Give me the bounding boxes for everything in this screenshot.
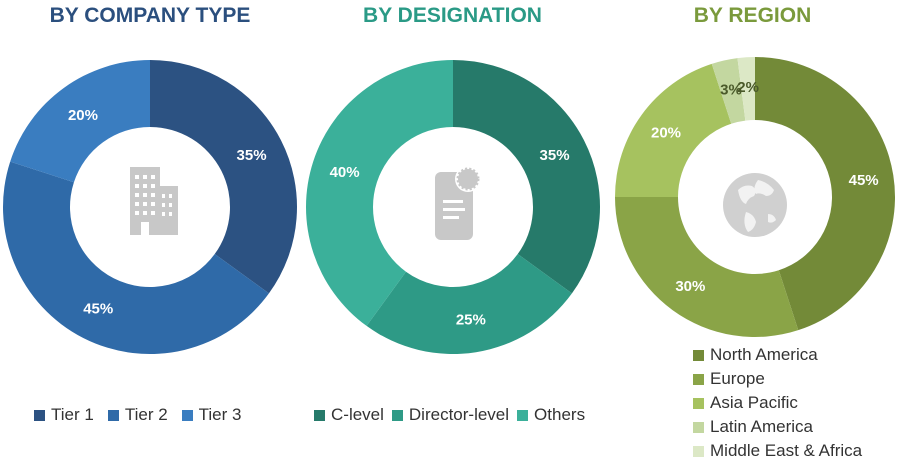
slice-middle-east-africa bbox=[737, 57, 755, 121]
data-label: 40% bbox=[330, 164, 360, 181]
legend-swatch bbox=[693, 349, 704, 361]
legend-label: Europe bbox=[710, 369, 765, 388]
pie-designation: 35% 25% 40% bbox=[306, 60, 600, 354]
slice-tier-3 bbox=[10, 60, 151, 183]
data-label: 20% bbox=[68, 107, 98, 124]
slice-europe bbox=[615, 197, 799, 337]
legend-item-tier-1: Tier 1 bbox=[34, 405, 94, 425]
legend-item-latin-america: Latin America bbox=[693, 416, 862, 438]
data-label: 45% bbox=[83, 301, 113, 318]
title-region: BY REGION bbox=[693, 4, 812, 27]
data-label: 45% bbox=[849, 172, 879, 189]
legend-label: Latin America bbox=[710, 417, 813, 436]
legend-label: Director-level bbox=[408, 405, 510, 424]
legend-item-c-level: C-level bbox=[314, 405, 384, 425]
slice-north-america bbox=[755, 57, 895, 331]
pie-company-type: 35% 45% 20% bbox=[3, 60, 297, 354]
legend-designation: C-level Director-level Others bbox=[314, 405, 585, 425]
data-label: 30% bbox=[675, 278, 705, 295]
slice-director-level bbox=[366, 254, 572, 354]
title-designation: BY DESIGNATION bbox=[363, 4, 542, 27]
globe-icon bbox=[723, 173, 787, 237]
legend-swatch bbox=[314, 409, 325, 421]
legend-item-asia-pacific: Asia Pacific bbox=[693, 392, 862, 414]
data-label: 35% bbox=[540, 147, 570, 164]
legend-item-tier-3: Tier 3 bbox=[181, 405, 242, 425]
legend-swatch bbox=[693, 421, 704, 433]
legend-item-others: Others bbox=[517, 405, 585, 425]
legend-label: North America bbox=[710, 345, 818, 364]
legend-swatch bbox=[391, 409, 403, 421]
legend-swatch bbox=[693, 373, 704, 385]
legend-swatch bbox=[517, 409, 529, 421]
legend-swatch bbox=[693, 445, 704, 457]
legend-region: North America Europe Asia Pacific Latin … bbox=[693, 344, 862, 464]
slice-tier-1 bbox=[150, 60, 297, 294]
slice-others bbox=[306, 60, 453, 326]
legend-swatch bbox=[34, 409, 45, 421]
slice-latin-america bbox=[711, 58, 746, 124]
legend-item-north-america: North America bbox=[693, 344, 862, 366]
legend-item-tier-2: Tier 2 bbox=[107, 405, 168, 425]
data-label: 20% bbox=[651, 124, 681, 141]
legend-label: Tier 2 bbox=[124, 405, 168, 424]
legend-label: Others bbox=[534, 405, 586, 424]
slice-asia-pacific bbox=[615, 63, 732, 198]
slice-c-level bbox=[453, 60, 600, 294]
data-label: 3% bbox=[720, 82, 742, 99]
pie-region: 45% 30% 20% 3%2% bbox=[615, 57, 895, 337]
certificate-document-icon bbox=[435, 166, 481, 240]
legend-label: Asia Pacific bbox=[710, 393, 798, 412]
legend-swatch bbox=[693, 397, 704, 409]
legend-swatch bbox=[181, 409, 193, 421]
title-company-type: BY COMPANY TYPE bbox=[49, 4, 251, 27]
legend-company-type: Tier 1 Tier 2 Tier 3 bbox=[34, 405, 241, 425]
legend-label: Tier 1 bbox=[51, 405, 94, 424]
legend-swatch bbox=[107, 409, 119, 421]
legend-item-middle-east-africa: Middle East & Africa bbox=[693, 440, 862, 462]
legend-label: Tier 3 bbox=[198, 405, 242, 424]
data-label: 2% bbox=[737, 79, 759, 96]
legend-item-director-level: Director-level bbox=[391, 405, 510, 425]
legend-label: Middle East & Africa bbox=[710, 441, 863, 460]
slice-tier-2 bbox=[3, 161, 269, 354]
building-icon bbox=[130, 167, 178, 235]
legend-item-europe: Europe bbox=[693, 368, 862, 390]
data-label: 25% bbox=[456, 312, 486, 329]
legend-label: C-level bbox=[331, 405, 384, 424]
data-label: 35% bbox=[237, 147, 267, 164]
